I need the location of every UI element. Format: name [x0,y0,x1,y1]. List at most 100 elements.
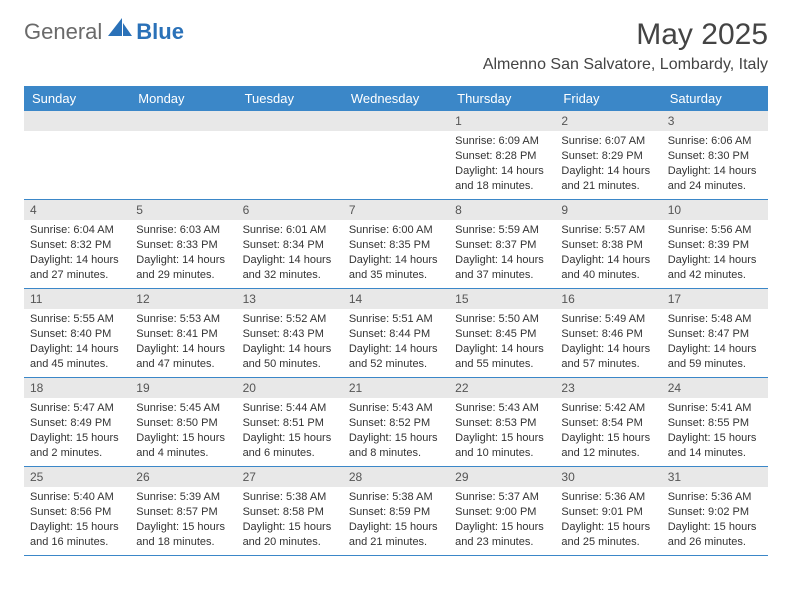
day-content: Sunrise: 5:40 AMSunset: 8:56 PMDaylight:… [24,487,130,553]
day-cell: 4Sunrise: 6:04 AMSunset: 8:32 PMDaylight… [24,200,130,288]
sunset-line: Sunset: 8:54 PM [561,416,655,431]
weekday-header-cell: Monday [130,86,236,111]
daylight-line: Daylight: 14 hours [668,342,762,357]
daylight-line: Daylight: 14 hours [136,342,230,357]
sunrise-line: Sunrise: 6:07 AM [561,134,655,149]
day-cell [24,111,130,199]
sunrise-line: Sunrise: 5:47 AM [30,401,124,416]
sunset-line: Sunset: 8:41 PM [136,327,230,342]
day-number: 18 [24,378,130,398]
daylight-line: and 12 minutes. [561,446,655,461]
sunset-line: Sunset: 9:00 PM [455,505,549,520]
sunset-line: Sunset: 8:30 PM [668,149,762,164]
week-row: 25Sunrise: 5:40 AMSunset: 8:56 PMDayligh… [24,467,768,556]
day-number: 17 [662,289,768,309]
sunrise-line: Sunrise: 5:38 AM [349,490,443,505]
daylight-line: Daylight: 14 hours [30,342,124,357]
day-cell: 11Sunrise: 5:55 AMSunset: 8:40 PMDayligh… [24,289,130,377]
weekday-header-row: SundayMondayTuesdayWednesdayThursdayFrid… [24,86,768,111]
day-content: Sunrise: 6:09 AMSunset: 8:28 PMDaylight:… [449,131,555,197]
daylight-line: Daylight: 15 hours [30,520,124,535]
sunrise-line: Sunrise: 6:03 AM [136,223,230,238]
sunrise-line: Sunrise: 6:06 AM [668,134,762,149]
daylight-line: and 37 minutes. [455,268,549,283]
sunset-line: Sunset: 8:55 PM [668,416,762,431]
day-content: Sunrise: 5:59 AMSunset: 8:37 PMDaylight:… [449,220,555,286]
day-number: 7 [343,200,449,220]
daylight-line: Daylight: 14 hours [136,253,230,268]
sunset-line: Sunset: 8:40 PM [30,327,124,342]
day-cell: 8Sunrise: 5:59 AMSunset: 8:37 PMDaylight… [449,200,555,288]
sunset-line: Sunset: 8:32 PM [30,238,124,253]
daylight-line: Daylight: 15 hours [668,431,762,446]
day-cell: 9Sunrise: 5:57 AMSunset: 8:38 PMDaylight… [555,200,661,288]
week-row: 1Sunrise: 6:09 AMSunset: 8:28 PMDaylight… [24,111,768,200]
day-content: Sunrise: 5:53 AMSunset: 8:41 PMDaylight:… [130,309,236,375]
day-cell: 1Sunrise: 6:09 AMSunset: 8:28 PMDaylight… [449,111,555,199]
day-content: Sunrise: 6:01 AMSunset: 8:34 PMDaylight:… [237,220,343,286]
daylight-line: and 20 minutes. [243,535,337,550]
week-row: 4Sunrise: 6:04 AMSunset: 8:32 PMDaylight… [24,200,768,289]
sunset-line: Sunset: 8:28 PM [455,149,549,164]
day-content: Sunrise: 6:06 AMSunset: 8:30 PMDaylight:… [662,131,768,197]
sunrise-line: Sunrise: 5:57 AM [561,223,655,238]
day-content: Sunrise: 5:38 AMSunset: 8:58 PMDaylight:… [237,487,343,553]
daylight-line: Daylight: 15 hours [561,520,655,535]
sunset-line: Sunset: 8:44 PM [349,327,443,342]
day-content: Sunrise: 5:43 AMSunset: 8:53 PMDaylight:… [449,398,555,464]
sunrise-line: Sunrise: 5:49 AM [561,312,655,327]
daylight-line: Daylight: 14 hours [668,253,762,268]
day-cell: 10Sunrise: 5:56 AMSunset: 8:39 PMDayligh… [662,200,768,288]
day-cell: 20Sunrise: 5:44 AMSunset: 8:51 PMDayligh… [237,378,343,466]
day-number: 27 [237,467,343,487]
empty-day-bar [343,111,449,131]
day-number: 12 [130,289,236,309]
daylight-line: and 26 minutes. [668,535,762,550]
daylight-line: and 10 minutes. [455,446,549,461]
daylight-line: Daylight: 14 hours [455,164,549,179]
daylight-line: Daylight: 14 hours [349,342,443,357]
sunrise-line: Sunrise: 5:37 AM [455,490,549,505]
daylight-line: and 59 minutes. [668,357,762,372]
day-content: Sunrise: 5:45 AMSunset: 8:50 PMDaylight:… [130,398,236,464]
day-content: Sunrise: 5:44 AMSunset: 8:51 PMDaylight:… [237,398,343,464]
daylight-line: and 18 minutes. [136,535,230,550]
location-label: Almenno San Salvatore, Lombardy, Italy [483,56,768,74]
sunset-line: Sunset: 9:01 PM [561,505,655,520]
daylight-line: Daylight: 15 hours [136,431,230,446]
weekday-header-cell: Tuesday [237,86,343,111]
daylight-line: Daylight: 14 hours [561,342,655,357]
day-number: 11 [24,289,130,309]
sunrise-line: Sunrise: 5:36 AM [668,490,762,505]
sunset-line: Sunset: 8:49 PM [30,416,124,431]
day-number: 24 [662,378,768,398]
day-cell: 15Sunrise: 5:50 AMSunset: 8:45 PMDayligh… [449,289,555,377]
day-cell: 29Sunrise: 5:37 AMSunset: 9:00 PMDayligh… [449,467,555,555]
day-content: Sunrise: 5:49 AMSunset: 8:46 PMDaylight:… [555,309,661,375]
day-content: Sunrise: 5:51 AMSunset: 8:44 PMDaylight:… [343,309,449,375]
day-cell: 27Sunrise: 5:38 AMSunset: 8:58 PMDayligh… [237,467,343,555]
daylight-line: Daylight: 14 hours [561,164,655,179]
day-content: Sunrise: 5:36 AMSunset: 9:02 PMDaylight:… [662,487,768,553]
day-number: 21 [343,378,449,398]
sunset-line: Sunset: 8:51 PM [243,416,337,431]
sunrise-line: Sunrise: 5:56 AM [668,223,762,238]
sunset-line: Sunset: 8:50 PM [136,416,230,431]
logo-text-blue: Blue [136,19,184,45]
day-number: 16 [555,289,661,309]
sunset-line: Sunset: 8:35 PM [349,238,443,253]
day-content: Sunrise: 5:56 AMSunset: 8:39 PMDaylight:… [662,220,768,286]
daylight-line: Daylight: 15 hours [349,520,443,535]
day-content: Sunrise: 5:52 AMSunset: 8:43 PMDaylight:… [237,309,343,375]
daylight-line: and 25 minutes. [561,535,655,550]
day-cell [130,111,236,199]
daylight-line: and 32 minutes. [243,268,337,283]
daylight-line: and 47 minutes. [136,357,230,372]
sunset-line: Sunset: 8:37 PM [455,238,549,253]
daylight-line: Daylight: 15 hours [455,431,549,446]
empty-day-bar [130,111,236,131]
sunset-line: Sunset: 8:59 PM [349,505,443,520]
sunrise-line: Sunrise: 6:00 AM [349,223,443,238]
day-content: Sunrise: 5:38 AMSunset: 8:59 PMDaylight:… [343,487,449,553]
sunset-line: Sunset: 8:46 PM [561,327,655,342]
